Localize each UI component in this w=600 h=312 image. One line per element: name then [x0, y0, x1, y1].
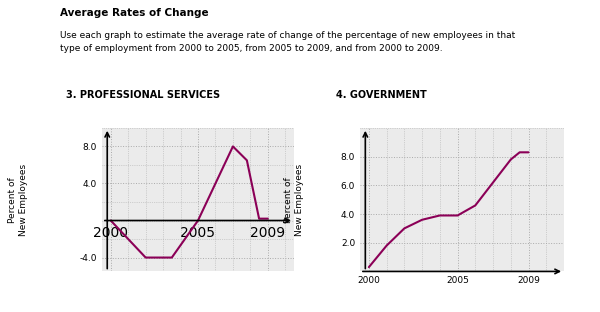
Text: Use each graph to estimate the average rate of change of the percentage of new e: Use each graph to estimate the average r…	[60, 31, 515, 53]
Text: Percent of
New Employees: Percent of New Employees	[284, 163, 304, 236]
Text: Average Rates of Change: Average Rates of Change	[60, 8, 209, 18]
Text: 3. PROFESSIONAL SERVICES: 3. PROFESSIONAL SERVICES	[66, 90, 220, 100]
Text: Percent of
New Employees: Percent of New Employees	[8, 163, 28, 236]
Text: 4. GOVERNMENT: 4. GOVERNMENT	[336, 90, 427, 100]
